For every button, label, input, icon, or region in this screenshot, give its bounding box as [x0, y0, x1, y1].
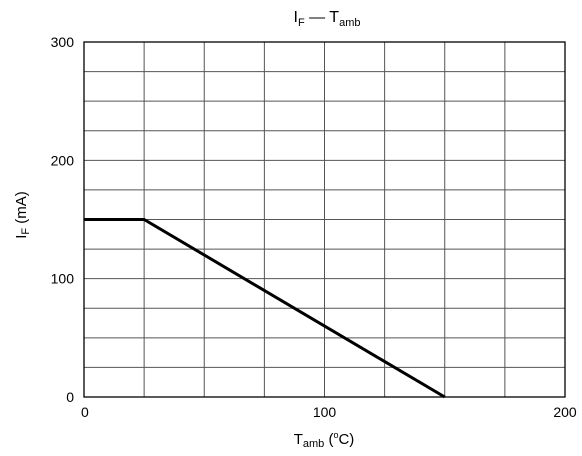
x-axis-paren: (: [324, 431, 333, 448]
title-separator: —: [305, 9, 330, 26]
title-symbol-2: T: [329, 9, 339, 26]
grid: [84, 42, 565, 397]
y-tick-label: 300: [51, 34, 75, 50]
y-tick-label: 0: [66, 389, 74, 405]
x-tick-label: 200: [553, 404, 577, 420]
y-tick-labels: 0 100 200 300: [51, 34, 75, 405]
title-symbol: I: [294, 9, 298, 26]
series-line: [84, 218, 446, 399]
title-symbol-2-subscript: amb: [339, 17, 360, 29]
chart-title: IF — Tamb: [294, 9, 361, 29]
x-axis-unit: C): [338, 431, 354, 448]
x-tick-labels: 0 100 200: [81, 404, 577, 420]
svg-text:Tamb (oC): Tamb (oC): [294, 430, 355, 450]
x-axis-symbol: T: [294, 431, 303, 448]
series-layer: [84, 218, 446, 399]
y-tick-label: 100: [51, 271, 75, 287]
title-symbol-subscript: F: [298, 17, 305, 29]
svg-text:IF (mA): IF (mA): [13, 191, 32, 239]
y-axis-symbol: I: [13, 235, 30, 239]
x-tick-label: 0: [81, 404, 89, 420]
svg-text:IF — Tamb: IF — Tamb: [294, 9, 361, 29]
x-axis-degree: o: [333, 430, 338, 440]
y-axis-label: IF (mA): [13, 191, 32, 239]
y-axis-symbol-subscript: F: [20, 228, 32, 235]
y-axis-unit: (mA): [13, 191, 30, 228]
x-tick-label: 100: [313, 404, 337, 420]
y-tick-label: 200: [51, 152, 75, 168]
x-axis-label: Tamb (oC): [294, 430, 355, 450]
x-axis-symbol-subscript: amb: [303, 438, 324, 450]
